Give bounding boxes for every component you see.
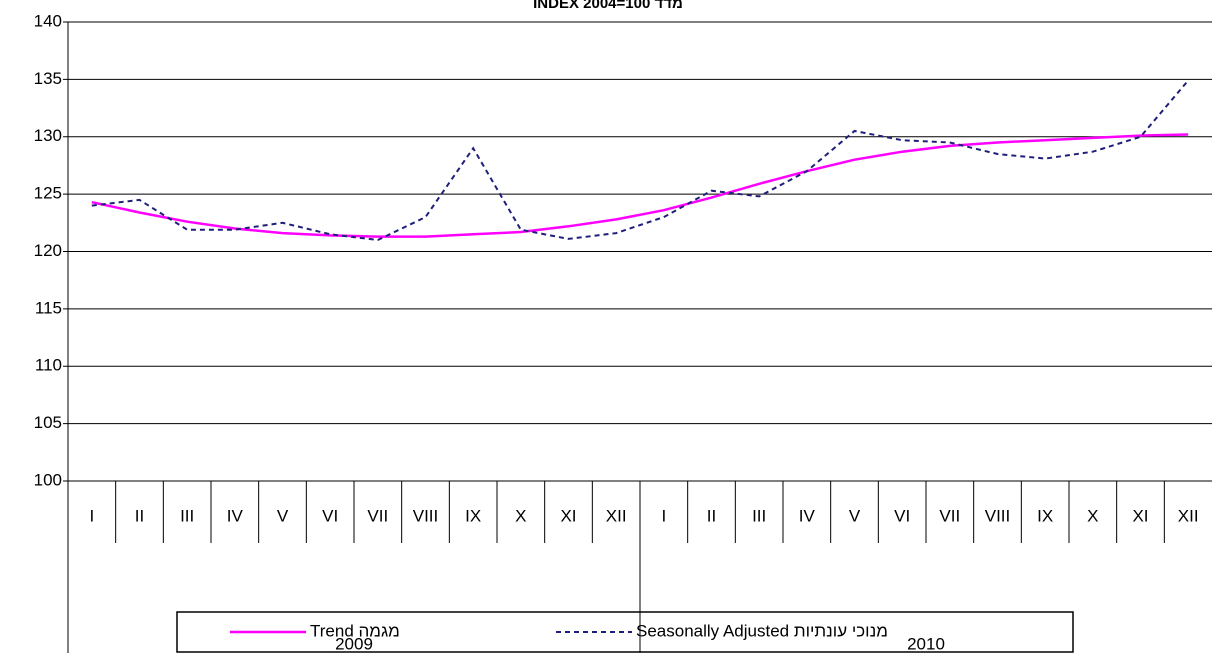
x-tick-label: I xyxy=(661,506,666,525)
x-tick-label: IX xyxy=(1037,506,1053,525)
group-label: 2009 xyxy=(335,634,373,653)
legend-box xyxy=(176,611,1074,653)
x-tick-label: XII xyxy=(606,506,627,525)
x-tick-label: XI xyxy=(1132,506,1148,525)
group-label: 2010 xyxy=(907,634,945,653)
y-tick-label: 120 xyxy=(34,241,62,260)
series-line xyxy=(91,133,1189,238)
y-tick-label: 140 xyxy=(34,11,62,30)
x-tick-label: IX xyxy=(465,506,481,525)
x-tick-label: X xyxy=(515,506,526,525)
y-tick-label: 125 xyxy=(34,184,62,203)
x-tick-label: VIII xyxy=(413,506,439,525)
x-tick-label: IV xyxy=(799,506,816,525)
x-tick-label: XII xyxy=(1178,506,1199,525)
x-tick-label: XI xyxy=(560,506,576,525)
y-tick-label: 115 xyxy=(35,298,62,317)
chart-title: INDEX 2004=100 מדד xyxy=(533,0,683,12)
x-tick-label: II xyxy=(707,506,716,525)
x-tick-label: II xyxy=(135,506,144,525)
y-tick-label: 100 xyxy=(34,470,62,489)
y-tick-label: 110 xyxy=(35,356,62,375)
x-tick-label: IV xyxy=(227,506,244,525)
y-tick-label: 130 xyxy=(34,126,62,145)
x-tick-label: VII xyxy=(367,506,388,525)
y-tick-label: 135 xyxy=(34,69,62,88)
x-tick-label: VI xyxy=(322,506,338,525)
x-tick-label: VIII xyxy=(985,506,1011,525)
x-tick-label: III xyxy=(752,506,766,525)
series-line xyxy=(91,79,1189,242)
legend-label: Trend מגמה xyxy=(310,621,400,640)
x-tick-label: V xyxy=(849,506,861,525)
x-tick-label: X xyxy=(1087,506,1098,525)
x-tick-label: VII xyxy=(939,506,960,525)
x-tick-label: V xyxy=(277,506,289,525)
x-tick-label: III xyxy=(180,506,194,525)
x-tick-label: I xyxy=(89,506,94,525)
y-tick-label: 105 xyxy=(34,413,62,432)
x-tick-label: VI xyxy=(894,506,910,525)
legend-label: Seasonally Adjusted מנוכי עונתיות xyxy=(636,621,888,640)
